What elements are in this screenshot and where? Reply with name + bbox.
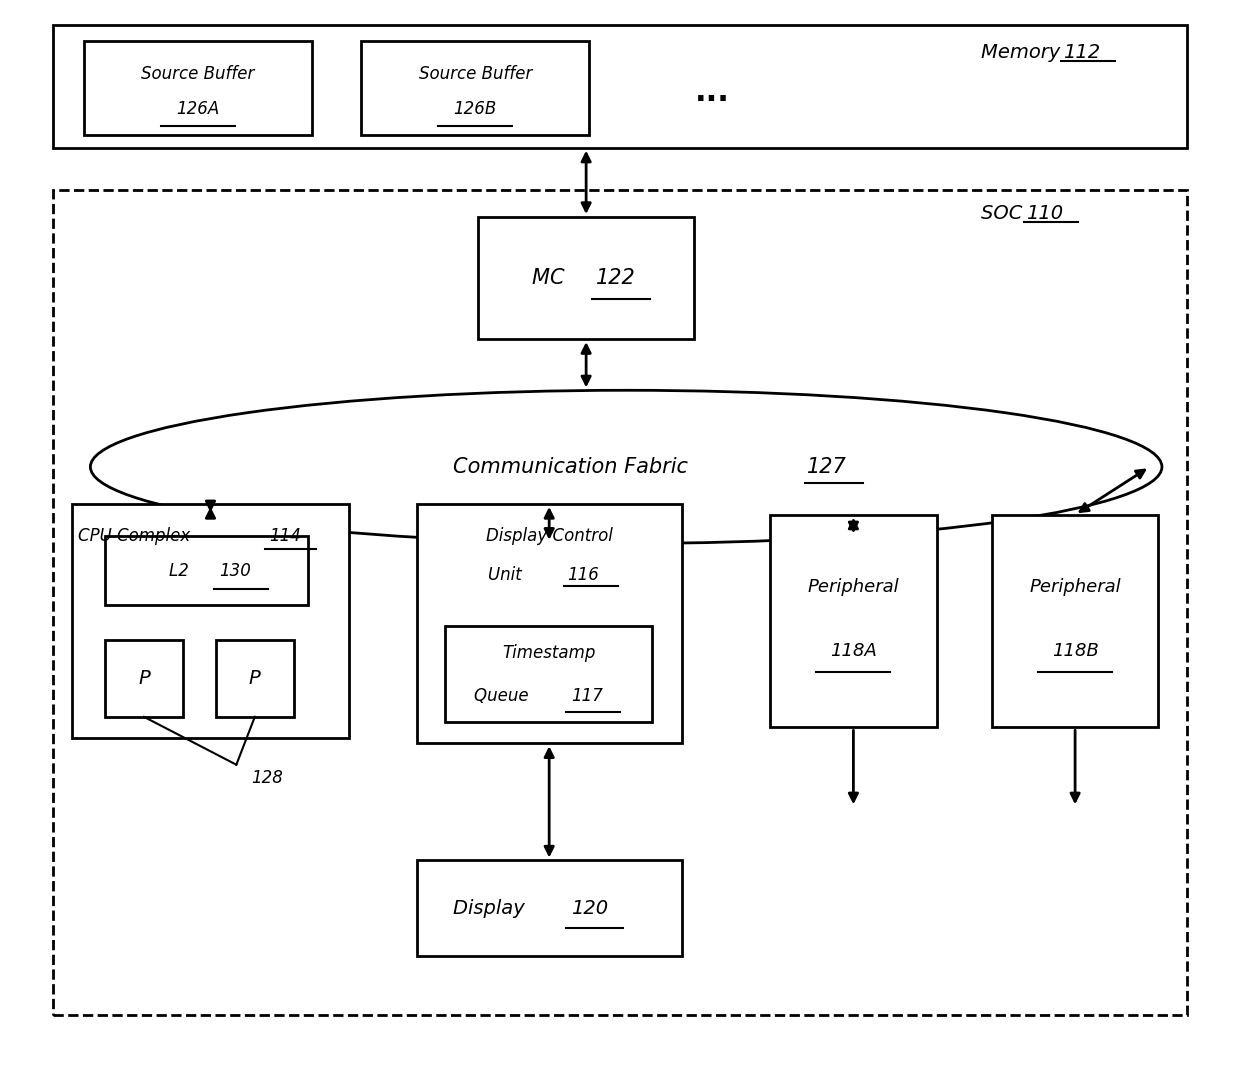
Text: 126A: 126A — [176, 100, 219, 118]
Text: SOC: SOC — [981, 204, 1028, 223]
FancyBboxPatch shape — [72, 504, 348, 739]
Text: MC: MC — [532, 268, 572, 288]
FancyBboxPatch shape — [216, 640, 294, 717]
Text: 112: 112 — [1064, 43, 1101, 61]
FancyBboxPatch shape — [84, 42, 312, 135]
Text: L2: L2 — [170, 562, 195, 580]
Text: Memory: Memory — [981, 43, 1066, 61]
Text: Source Buffer: Source Buffer — [419, 65, 532, 84]
FancyBboxPatch shape — [53, 26, 1187, 148]
Text: Source Buffer: Source Buffer — [141, 65, 255, 84]
Text: ...: ... — [694, 78, 730, 107]
FancyBboxPatch shape — [361, 42, 589, 135]
Text: 117: 117 — [570, 686, 603, 704]
FancyBboxPatch shape — [417, 504, 682, 743]
FancyBboxPatch shape — [417, 861, 682, 956]
Text: 122: 122 — [596, 268, 636, 288]
Text: 116: 116 — [568, 566, 599, 584]
Text: P: P — [138, 669, 150, 688]
Text: Timestamp: Timestamp — [502, 644, 595, 662]
FancyBboxPatch shape — [105, 536, 309, 605]
Text: 126B: 126B — [454, 100, 497, 118]
Text: Peripheral: Peripheral — [1029, 578, 1121, 596]
FancyBboxPatch shape — [479, 217, 694, 339]
Text: Peripheral: Peripheral — [807, 578, 899, 596]
Text: 128: 128 — [252, 769, 283, 787]
FancyBboxPatch shape — [445, 626, 652, 723]
Text: 130: 130 — [219, 562, 250, 580]
Text: 118A: 118A — [830, 642, 877, 660]
Text: 127: 127 — [807, 457, 847, 477]
Text: Communication Fabric: Communication Fabric — [453, 457, 701, 477]
Text: 120: 120 — [572, 898, 609, 918]
Text: 118B: 118B — [1052, 642, 1099, 660]
Text: 114: 114 — [269, 527, 301, 546]
Text: 110: 110 — [1027, 204, 1064, 223]
FancyBboxPatch shape — [770, 515, 936, 728]
FancyBboxPatch shape — [105, 640, 182, 717]
Text: Queue: Queue — [474, 686, 533, 704]
Text: Display Control: Display Control — [486, 527, 613, 546]
Text: Display: Display — [453, 898, 537, 918]
Text: Unit: Unit — [489, 566, 527, 584]
Text: CPU Complex: CPU Complex — [78, 527, 196, 546]
FancyBboxPatch shape — [992, 515, 1158, 728]
Text: P: P — [249, 669, 260, 688]
